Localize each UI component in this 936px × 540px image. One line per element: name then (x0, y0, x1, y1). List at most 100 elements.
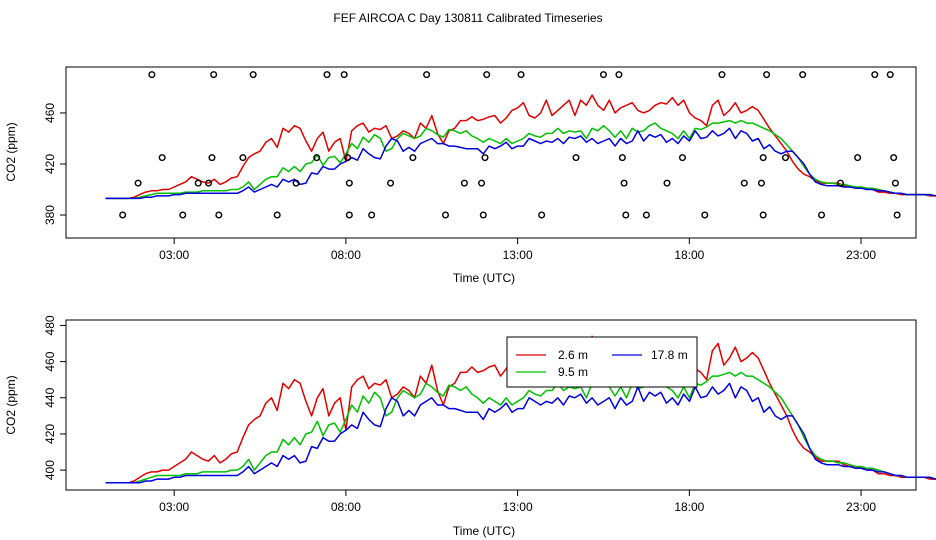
bottom-y-tick-label: 400 (43, 460, 57, 480)
scatter-marker (273, 211, 281, 219)
scatter-marker (572, 154, 580, 162)
top-series-9.5m (105, 119, 936, 200)
scatter-marker (615, 71, 623, 79)
scatter-marker (313, 154, 321, 162)
bottom-y-tick-label: 440 (43, 387, 57, 407)
bottom-x-tick-label: 08:00 (331, 500, 361, 514)
scatter-marker (893, 211, 901, 219)
top-x-tick-label: 03:00 (159, 248, 189, 262)
scatter-marker (345, 211, 353, 219)
legend-box (506, 336, 698, 388)
bottom-x-tick-label: 13:00 (503, 500, 533, 514)
scatter-marker (759, 211, 767, 219)
top-y-tick-label: 460 (43, 103, 57, 123)
scatter-marker (148, 71, 156, 79)
scatter-marker (890, 154, 898, 162)
legend-label-17.8m: 17.8 m (651, 348, 688, 362)
scatter-marker (119, 211, 127, 219)
top-series-2.6m (105, 94, 936, 200)
scatter-marker (599, 71, 607, 79)
top-plot-frame (65, 66, 917, 239)
top-panel-series (105, 94, 936, 200)
scatter-marker (799, 71, 807, 79)
scatter-marker (854, 154, 862, 162)
scatter-marker (678, 154, 686, 162)
scatter-marker (517, 71, 525, 79)
scatter-marker (642, 211, 650, 219)
scatter-marker (134, 179, 142, 187)
scatter-marker (622, 211, 630, 219)
scatter-marker (701, 211, 709, 219)
top-x-axis-label: Time (UTC) (453, 271, 515, 285)
bottom-panel: 03:00 08:00 13:00 18:00 23:00 400 420 440 460 480… (4, 315, 936, 538)
scatter-marker (179, 211, 187, 219)
scatter-marker (483, 71, 491, 79)
bottom-series-17.8m (105, 382, 936, 484)
scatter-marker (441, 211, 449, 219)
top-x-tick-label: 13:00 (503, 248, 533, 262)
scatter-marker (239, 154, 247, 162)
bottom-series-9.5m (105, 371, 936, 484)
top-panel-ticks: 03:00 08:00 13:00 18:00 23:00 380 420 460 (43, 103, 876, 262)
scatter-marker (618, 154, 626, 162)
scatter-marker (740, 179, 748, 187)
scatter-marker (323, 71, 331, 79)
scatter-marker (158, 154, 166, 162)
scatter-marker (481, 154, 489, 162)
scatter-marker (292, 179, 300, 187)
legend-label-2.6m: 2.6 m (558, 348, 588, 362)
bottom-y-tick-label: 420 (43, 424, 57, 444)
scatter-marker (344, 154, 352, 162)
top-x-tick-label: 18:00 (674, 248, 704, 262)
scatter-marker (460, 179, 468, 187)
scatter-marker (718, 71, 726, 79)
scatter-marker (409, 154, 417, 162)
scatter-marker (781, 154, 789, 162)
scatter-marker (478, 179, 486, 187)
scatter-marker (538, 211, 546, 219)
top-y-axis-label: CO2 (ppm) (4, 122, 18, 181)
bottom-series-2.6m (105, 335, 936, 484)
scatter-marker (763, 71, 771, 79)
scatter-marker (886, 71, 894, 79)
bottom-y-tick-label: 460 (43, 351, 57, 371)
scatter-marker (215, 211, 223, 219)
scatter-marker (891, 179, 899, 187)
scatter-marker (479, 211, 487, 219)
bottom-plot-frame (65, 319, 917, 491)
scatter-marker (836, 179, 844, 187)
bottom-x-axis-label: Time (UTC) (453, 524, 515, 538)
bottom-x-tick-label: 23:00 (846, 500, 876, 514)
chart-title: FEF AIRCOA C Day 130811 Calibrated Times… (333, 11, 602, 25)
top-y-tick-label: 420 (43, 154, 57, 174)
scatter-marker (818, 211, 826, 219)
scatter-marker (194, 179, 202, 187)
scatter-marker (205, 179, 213, 187)
legend: 2.6 m 17.8 m 9.5 m (506, 336, 698, 388)
scatter-marker (368, 211, 376, 219)
scatter-marker (757, 179, 765, 187)
scatter-marker (423, 71, 431, 79)
top-panel: 03:00 08:00 13:00 18:00 23:00 380 420 460 Time … (4, 66, 936, 285)
bottom-panel-series (105, 335, 936, 484)
legend-label-9.5m: 9.5 m (558, 365, 588, 379)
top-x-tick-label: 08:00 (331, 248, 361, 262)
scatter-marker (759, 154, 767, 162)
bottom-panel-ticks: 03:00 08:00 13:00 18:00 23:00 400 420 440 460 480 (43, 315, 876, 514)
scatter-marker (249, 71, 257, 79)
scatter-marker (340, 71, 348, 79)
bottom-x-tick-label: 18:00 (674, 500, 704, 514)
scatter-marker (208, 154, 216, 162)
scatter-marker (663, 179, 671, 187)
scatter-marker (620, 179, 628, 187)
bottom-y-tick-label: 480 (43, 315, 57, 335)
bottom-x-tick-label: 03:00 (159, 500, 189, 514)
scatter-marker (345, 179, 353, 187)
top-panel-scatter-markers (119, 71, 901, 219)
top-y-tick-label: 380 (43, 205, 57, 225)
bottom-y-axis-label: CO2 (ppm) (4, 375, 18, 434)
scatter-marker (871, 71, 879, 79)
scatter-marker (387, 179, 395, 187)
scatter-marker (210, 71, 218, 79)
